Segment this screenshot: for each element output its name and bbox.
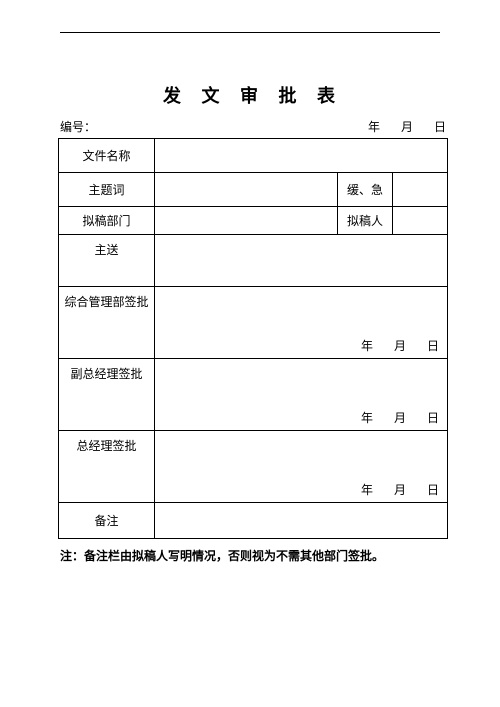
row-draft-dept: 拟稿部门 拟稿人 [59, 207, 448, 235]
header-row: 编号： 年 月 日 [58, 118, 448, 135]
header-year: 年 [368, 118, 380, 135]
label-file-name: 文件名称 [59, 139, 155, 173]
mgmt-year: 年 [361, 337, 373, 354]
label-mgmt-sign: 综合管理部签批 [59, 287, 155, 359]
value-vice-gm-sign: 年 月 日 [155, 359, 448, 431]
value-gm-sign: 年 月 日 [155, 431, 448, 503]
value-urgency [392, 173, 447, 207]
header-date: 年 月 日 [368, 118, 446, 135]
label-subject: 主题词 [59, 173, 155, 207]
row-main-send: 主送 [59, 235, 448, 287]
label-draft-dept: 拟稿部门 [59, 207, 155, 235]
number-label: 编号： [60, 118, 96, 135]
mgmt-month: 月 [394, 337, 406, 354]
gm-sign-date: 年 月 日 [361, 481, 439, 498]
value-draft-dept [155, 207, 338, 235]
header-day: 日 [434, 118, 446, 135]
gm-year: 年 [361, 481, 373, 498]
vice-gm-year: 年 [361, 409, 373, 426]
gm-month: 月 [394, 481, 406, 498]
value-file-name [155, 139, 448, 173]
row-gm-sign: 总经理签批 年 月 日 [59, 431, 448, 503]
row-remark: 备注 [59, 503, 448, 539]
form-container: 发 文 审 批 表 编号： 年 月 日 文件名称 主题词 缓、急 拟稿部门 [58, 82, 448, 564]
row-vice-gm-sign: 副总经理签批 年 月 日 [59, 359, 448, 431]
header-month: 月 [401, 118, 413, 135]
form-title: 发 文 审 批 表 [58, 82, 448, 108]
mgmt-day: 日 [427, 337, 439, 354]
top-rule [60, 32, 440, 33]
approval-table: 文件名称 主题词 缓、急 拟稿部门 拟稿人 主送 综合管理部签批 年 月 [58, 138, 448, 539]
footnote: 注：备注栏由拟稿人写明情况，否则视为不需其他部门签批。 [58, 547, 448, 564]
vice-gm-sign-date: 年 月 日 [361, 409, 439, 426]
label-main-send: 主送 [59, 235, 155, 287]
row-file-name: 文件名称 [59, 139, 448, 173]
vice-gm-day: 日 [427, 409, 439, 426]
label-remark: 备注 [59, 503, 155, 539]
value-main-send [155, 235, 448, 287]
mgmt-sign-date: 年 月 日 [361, 337, 439, 354]
vice-gm-month: 月 [394, 409, 406, 426]
label-vice-gm-sign: 副总经理签批 [59, 359, 155, 431]
row-mgmt-sign: 综合管理部签批 年 月 日 [59, 287, 448, 359]
row-subject: 主题词 缓、急 [59, 173, 448, 207]
label-gm-sign: 总经理签批 [59, 431, 155, 503]
label-urgency: 缓、急 [337, 173, 392, 207]
value-remark [155, 503, 448, 539]
gm-day: 日 [427, 481, 439, 498]
label-drafter: 拟稿人 [337, 207, 392, 235]
value-drafter [392, 207, 447, 235]
value-subject [155, 173, 338, 207]
value-mgmt-sign: 年 月 日 [155, 287, 448, 359]
